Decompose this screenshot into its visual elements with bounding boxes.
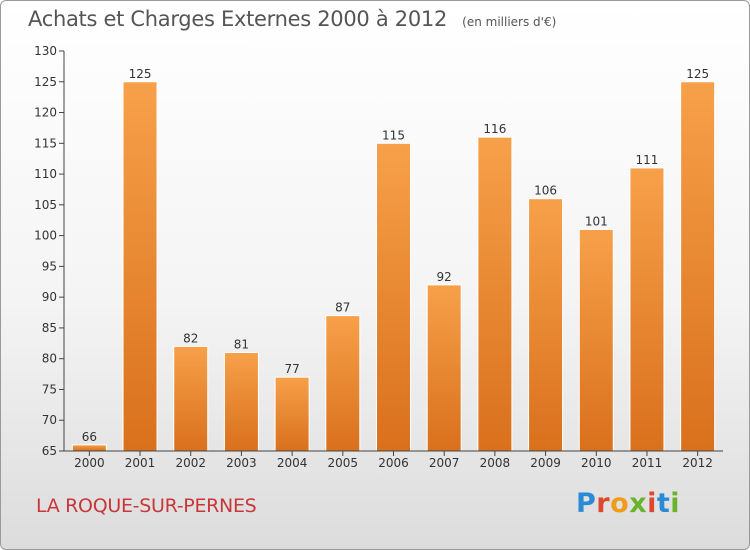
brand-letter: t [656,488,671,519]
brand-letter: x [629,488,648,519]
x-tick-label: 2004 [277,456,308,470]
bar [477,136,513,452]
x-tick-label: 2003 [226,456,257,470]
y-tick-label: 110 [34,167,57,181]
x-tick-label: 2001 [125,456,156,470]
bar [376,142,411,452]
data-label: 92 [437,270,452,284]
bar [122,81,158,452]
y-tick-label: 70 [42,413,57,427]
brand-letter: P [576,488,597,519]
x-tick-label: 2008 [480,456,511,470]
bar [173,345,209,452]
y-axis: 65 70 75 80 85 90 95 100 105 110 115 120 125 130 [34,44,65,458]
data-labels: 66 125 82 81 77 87 115 92 116 106 101 111 125 [82,67,709,444]
bar [578,228,614,452]
x-tick-label: 2002 [175,456,206,470]
y-tick-label: 80 [42,352,57,366]
brand-letter: i [647,488,657,519]
x-tick-label: 2006 [378,456,409,470]
brand-logo: Proxiti [576,488,680,519]
bar [629,167,665,452]
y-tick-label: 120 [34,106,57,120]
bar [325,315,361,452]
data-label: 125 [686,67,709,81]
location-name: LA ROQUE-SUR-PERNES [36,495,257,517]
x-tick-label: 2012 [682,456,713,470]
y-tick-label: 75 [42,382,57,396]
bar [528,198,564,452]
y-tick-label: 130 [34,44,57,58]
bar [223,352,259,452]
brand-letter: r [596,488,611,519]
data-label: 82 [183,331,198,345]
data-label: 116 [483,122,506,136]
y-tick-label: 100 [34,229,57,243]
data-label: 101 [585,214,608,228]
bars [71,81,716,452]
brand-letter: i [670,488,681,519]
bar [274,376,310,452]
y-tick-label: 65 [42,444,57,458]
data-label: 87 [335,301,350,315]
data-label: 81 [234,338,249,352]
data-label: 111 [636,153,659,167]
y-tick-label: 115 [34,136,57,150]
bar [680,81,716,452]
title-row: Achats et Charges Externes 2000 à 2012 (… [28,7,556,31]
y-tick-label: 90 [42,290,57,304]
x-tick-label: 2005 [328,456,359,470]
data-label: 106 [534,184,557,198]
x-axis: 2000 2001 2002 2003 2004 2005 2006 2007 2008 2009… [64,450,723,470]
y-tick-label: 105 [34,198,57,212]
y-tick-label: 125 [34,75,57,89]
y-tick-label: 95 [42,259,57,273]
brand-letter: o [610,488,630,519]
x-tick-label: 2010 [581,456,612,470]
x-tick-label: 2011 [632,456,663,470]
bar [426,284,462,452]
data-label: 77 [284,362,299,376]
bar [71,444,107,452]
x-tick-label: 2007 [429,456,460,470]
data-label: 125 [129,67,152,81]
data-label: 66 [82,430,97,444]
y-tick-label: 85 [42,321,57,335]
chart-unit: (en milliers d'€) [462,15,557,29]
chart-title: Achats et Charges Externes 2000 à 2012 [28,7,448,31]
data-label: 115 [382,128,405,142]
x-tick-label: 2000 [74,456,105,470]
x-tick-label: 2009 [530,456,561,470]
